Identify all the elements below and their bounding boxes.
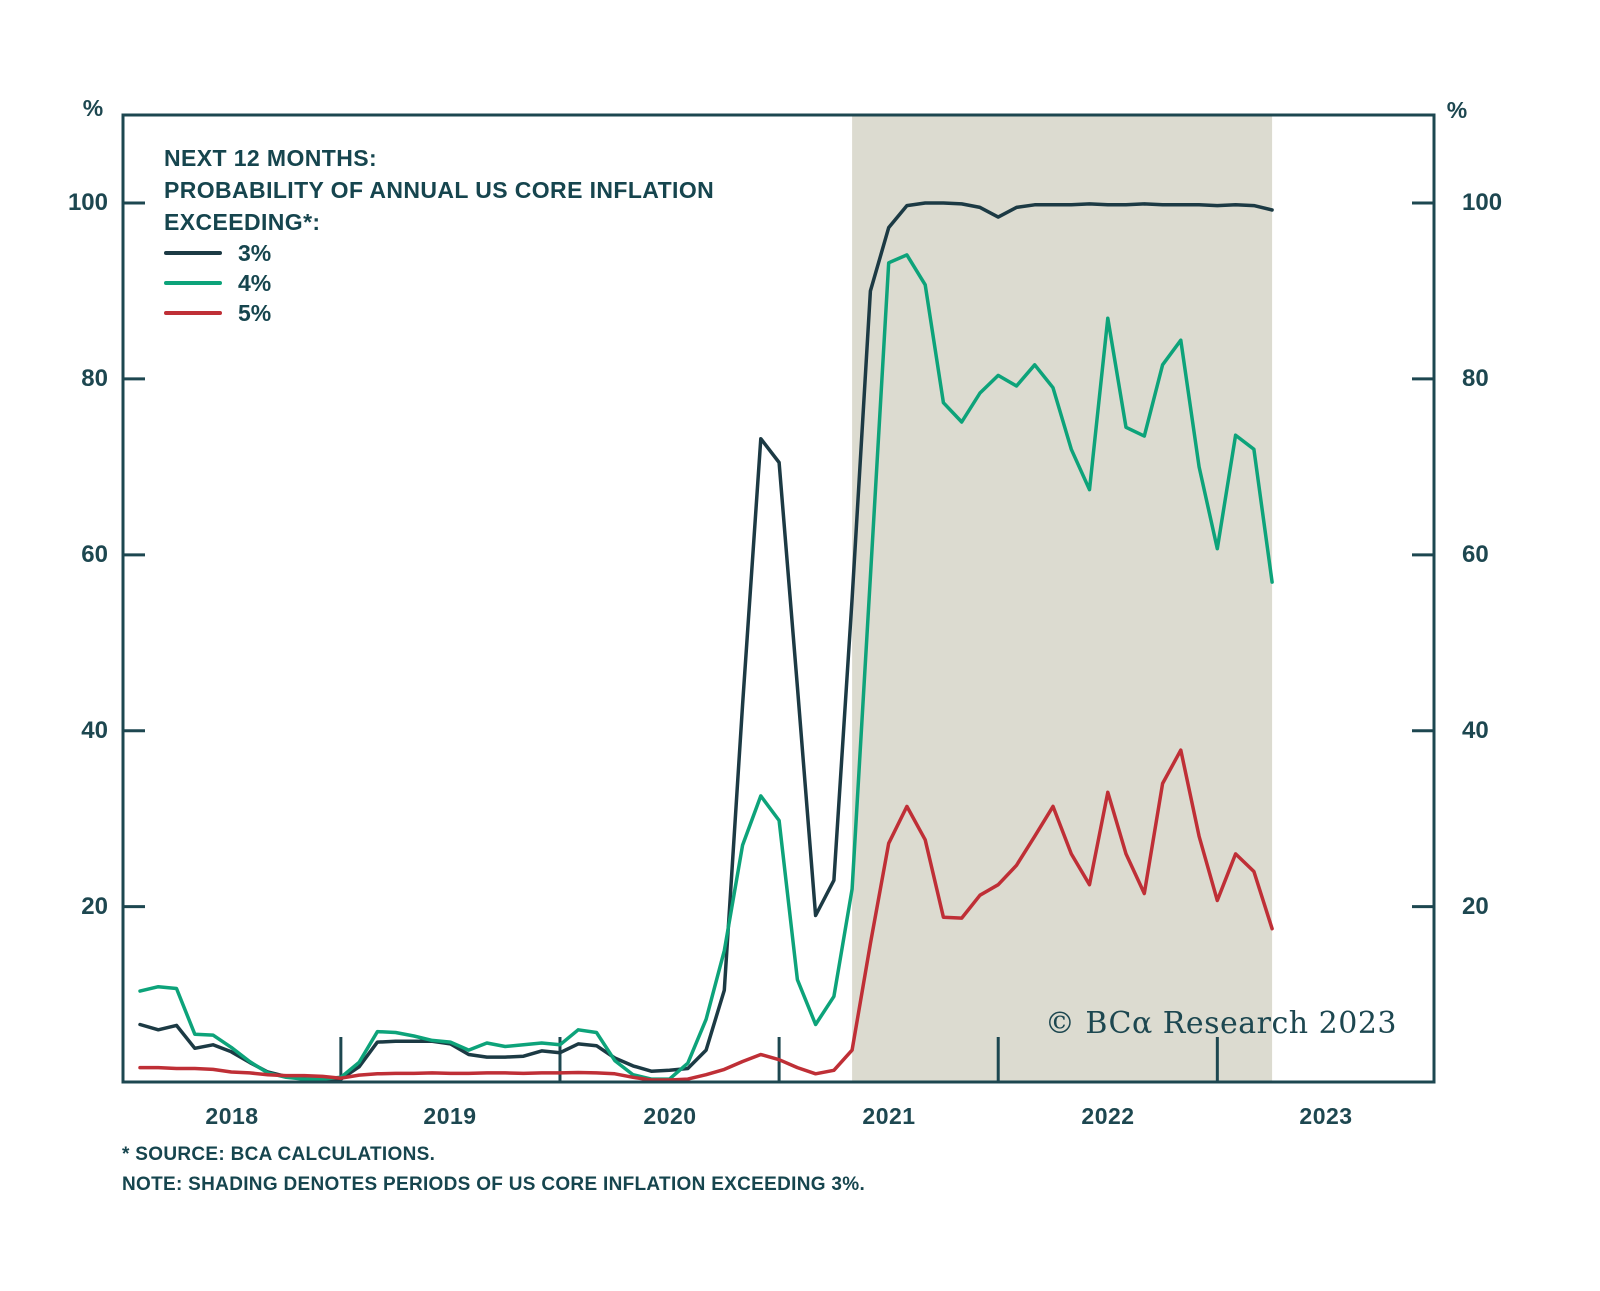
chart-title-line1: NEXT 12 MONTHS: [164, 145, 378, 171]
y-label-left-80: 80 [81, 365, 108, 392]
y-label-right-80: 80 [1462, 365, 1489, 392]
y-axis-unit-right: % [1446, 97, 1468, 123]
chart-title: NEXT 12 MONTHS: PROBABILITY OF ANNUAL US… [164, 142, 714, 238]
source-note: * SOURCE: BCA CALCULATIONS. [122, 1144, 436, 1165]
x-label-2021: 2021 [862, 1103, 916, 1129]
x-label-2022: 2022 [1081, 1103, 1135, 1129]
y-label-left-20: 20 [81, 893, 108, 920]
x-label-2018: 2018 [205, 1103, 259, 1129]
y-label-right-20: 20 [1462, 893, 1489, 920]
legend-swatch-4pct [164, 281, 222, 285]
legend-label-3pct: 3% [238, 240, 272, 266]
y-axis-unit-left: % [82, 95, 104, 121]
x-label-2023: 2023 [1299, 1103, 1353, 1129]
shading-note: NOTE: SHADING DENOTES PERIODS OF US CORE… [122, 1174, 866, 1195]
legend-label-4pct: 4% [238, 270, 272, 296]
data-lines [138, 201, 1274, 1082]
bca-research-watermark: © BCα Research 2023 [1044, 1006, 1397, 1041]
legend-label-5pct: 5% [238, 300, 272, 326]
y-label-right-100: 100 [1462, 189, 1503, 216]
y-label-right-60: 60 [1462, 541, 1489, 568]
y-label-right-40: 40 [1462, 717, 1489, 744]
legend-swatch-3pct [164, 251, 222, 255]
y-label-left-100: 100 [67, 189, 108, 216]
chart-title-line3: EXCEEDING*: [164, 209, 321, 235]
x-label-2020: 2020 [643, 1103, 697, 1129]
shading-region [852, 115, 1273, 1082]
line-5pct [138, 748, 1274, 1082]
x-label-2019: 2019 [423, 1103, 477, 1129]
y-label-left-40: 40 [81, 717, 108, 744]
legend-swatch-5pct [164, 311, 222, 315]
chart-title-line2: PROBABILITY OF ANNUAL US CORE INFLATION [164, 177, 715, 203]
axis-ticks [123, 201, 1434, 1082]
plot-border [121, 113, 1436, 1084]
y-label-left-60: 60 [81, 541, 108, 568]
